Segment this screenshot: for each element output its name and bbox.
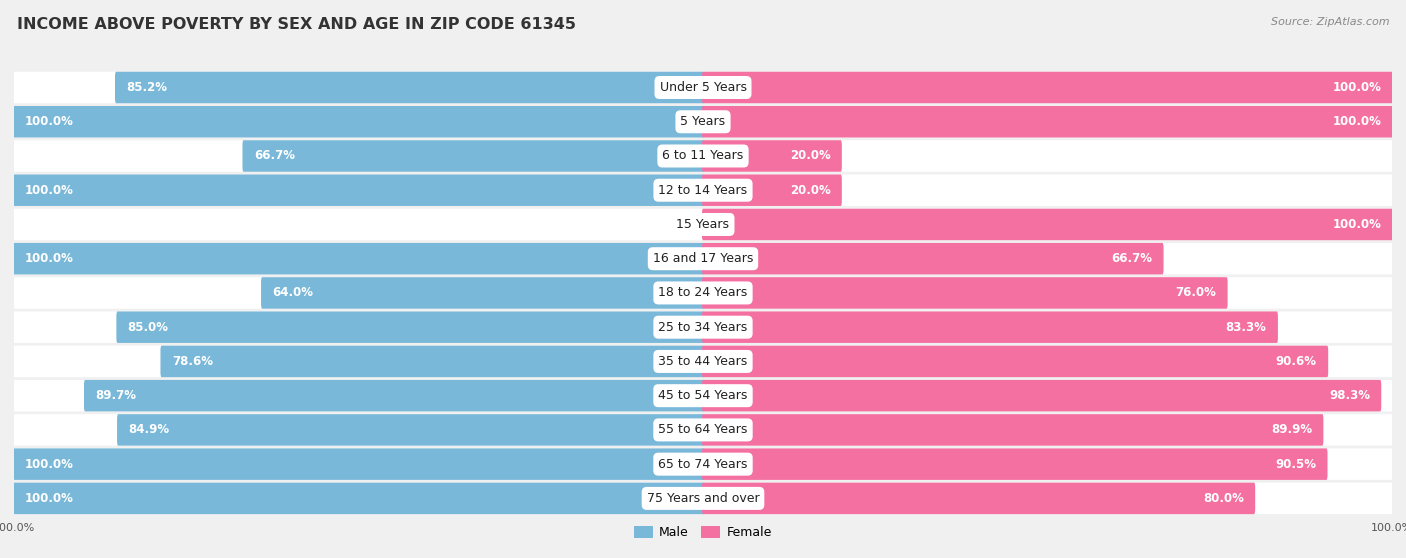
Text: 76.0%: 76.0% xyxy=(1175,286,1216,300)
Text: 100.0%: 100.0% xyxy=(24,116,73,128)
Text: 66.7%: 66.7% xyxy=(1111,252,1152,265)
FancyBboxPatch shape xyxy=(13,483,1393,514)
FancyBboxPatch shape xyxy=(262,277,704,309)
FancyBboxPatch shape xyxy=(13,483,704,514)
Text: 100.0%: 100.0% xyxy=(24,252,73,265)
FancyBboxPatch shape xyxy=(702,140,842,172)
Text: 65 to 74 Years: 65 to 74 Years xyxy=(658,458,748,470)
FancyBboxPatch shape xyxy=(13,175,704,206)
Text: 45 to 54 Years: 45 to 54 Years xyxy=(658,389,748,402)
FancyBboxPatch shape xyxy=(13,106,1393,137)
FancyBboxPatch shape xyxy=(702,175,842,206)
FancyBboxPatch shape xyxy=(117,311,704,343)
Text: 84.9%: 84.9% xyxy=(128,424,170,436)
FancyBboxPatch shape xyxy=(13,72,1393,103)
FancyBboxPatch shape xyxy=(13,449,1393,480)
Text: 12 to 14 Years: 12 to 14 Years xyxy=(658,184,748,197)
FancyBboxPatch shape xyxy=(160,346,704,377)
Text: 20.0%: 20.0% xyxy=(790,150,831,162)
Text: 66.7%: 66.7% xyxy=(254,150,295,162)
FancyBboxPatch shape xyxy=(702,414,1323,446)
FancyBboxPatch shape xyxy=(13,140,1393,172)
FancyBboxPatch shape xyxy=(13,380,1393,411)
Text: 89.9%: 89.9% xyxy=(1271,424,1312,436)
Text: 100.0%: 100.0% xyxy=(1333,116,1382,128)
FancyBboxPatch shape xyxy=(702,72,1393,103)
FancyBboxPatch shape xyxy=(702,311,1278,343)
FancyBboxPatch shape xyxy=(702,449,1327,480)
Text: 80.0%: 80.0% xyxy=(1204,492,1244,505)
FancyBboxPatch shape xyxy=(702,106,1393,137)
FancyBboxPatch shape xyxy=(13,414,1393,446)
Text: 6 to 11 Years: 6 to 11 Years xyxy=(662,150,744,162)
Text: 75 Years and over: 75 Years and over xyxy=(647,492,759,505)
FancyBboxPatch shape xyxy=(13,449,704,480)
Text: 100.0%: 100.0% xyxy=(1333,81,1382,94)
FancyBboxPatch shape xyxy=(117,414,704,446)
Legend: Male, Female: Male, Female xyxy=(630,521,776,544)
FancyBboxPatch shape xyxy=(702,243,1164,275)
FancyBboxPatch shape xyxy=(702,277,1227,309)
Text: 25 to 34 Years: 25 to 34 Years xyxy=(658,321,748,334)
Text: Source: ZipAtlas.com: Source: ZipAtlas.com xyxy=(1271,17,1389,27)
FancyBboxPatch shape xyxy=(13,277,1393,309)
Text: 85.0%: 85.0% xyxy=(128,321,169,334)
FancyBboxPatch shape xyxy=(13,243,704,275)
Text: 64.0%: 64.0% xyxy=(273,286,314,300)
Text: 100.0%: 100.0% xyxy=(24,492,73,505)
FancyBboxPatch shape xyxy=(84,380,704,411)
Text: 35 to 44 Years: 35 to 44 Years xyxy=(658,355,748,368)
Text: 90.5%: 90.5% xyxy=(1275,458,1316,470)
FancyBboxPatch shape xyxy=(115,72,704,103)
Text: 78.6%: 78.6% xyxy=(172,355,212,368)
Text: 100.0%: 100.0% xyxy=(24,458,73,470)
Text: 90.6%: 90.6% xyxy=(1275,355,1317,368)
Text: 100.0%: 100.0% xyxy=(24,184,73,197)
FancyBboxPatch shape xyxy=(702,380,1381,411)
FancyBboxPatch shape xyxy=(13,175,1393,206)
FancyBboxPatch shape xyxy=(242,140,704,172)
FancyBboxPatch shape xyxy=(13,311,1393,343)
Text: 100.0%: 100.0% xyxy=(1333,218,1382,231)
FancyBboxPatch shape xyxy=(13,106,704,137)
Text: 89.7%: 89.7% xyxy=(96,389,136,402)
FancyBboxPatch shape xyxy=(702,209,1393,240)
Text: 20.0%: 20.0% xyxy=(790,184,831,197)
Text: 5 Years: 5 Years xyxy=(681,116,725,128)
Text: 16 and 17 Years: 16 and 17 Years xyxy=(652,252,754,265)
Text: 98.3%: 98.3% xyxy=(1329,389,1369,402)
Text: Under 5 Years: Under 5 Years xyxy=(659,81,747,94)
Text: 55 to 64 Years: 55 to 64 Years xyxy=(658,424,748,436)
FancyBboxPatch shape xyxy=(13,209,1393,240)
FancyBboxPatch shape xyxy=(702,346,1329,377)
Text: 83.3%: 83.3% xyxy=(1226,321,1267,334)
FancyBboxPatch shape xyxy=(702,483,1256,514)
FancyBboxPatch shape xyxy=(13,243,1393,275)
Text: 18 to 24 Years: 18 to 24 Years xyxy=(658,286,748,300)
FancyBboxPatch shape xyxy=(13,346,1393,377)
Text: 15 Years: 15 Years xyxy=(676,218,730,231)
Text: INCOME ABOVE POVERTY BY SEX AND AGE IN ZIP CODE 61345: INCOME ABOVE POVERTY BY SEX AND AGE IN Z… xyxy=(17,17,576,32)
Text: 85.2%: 85.2% xyxy=(127,81,167,94)
